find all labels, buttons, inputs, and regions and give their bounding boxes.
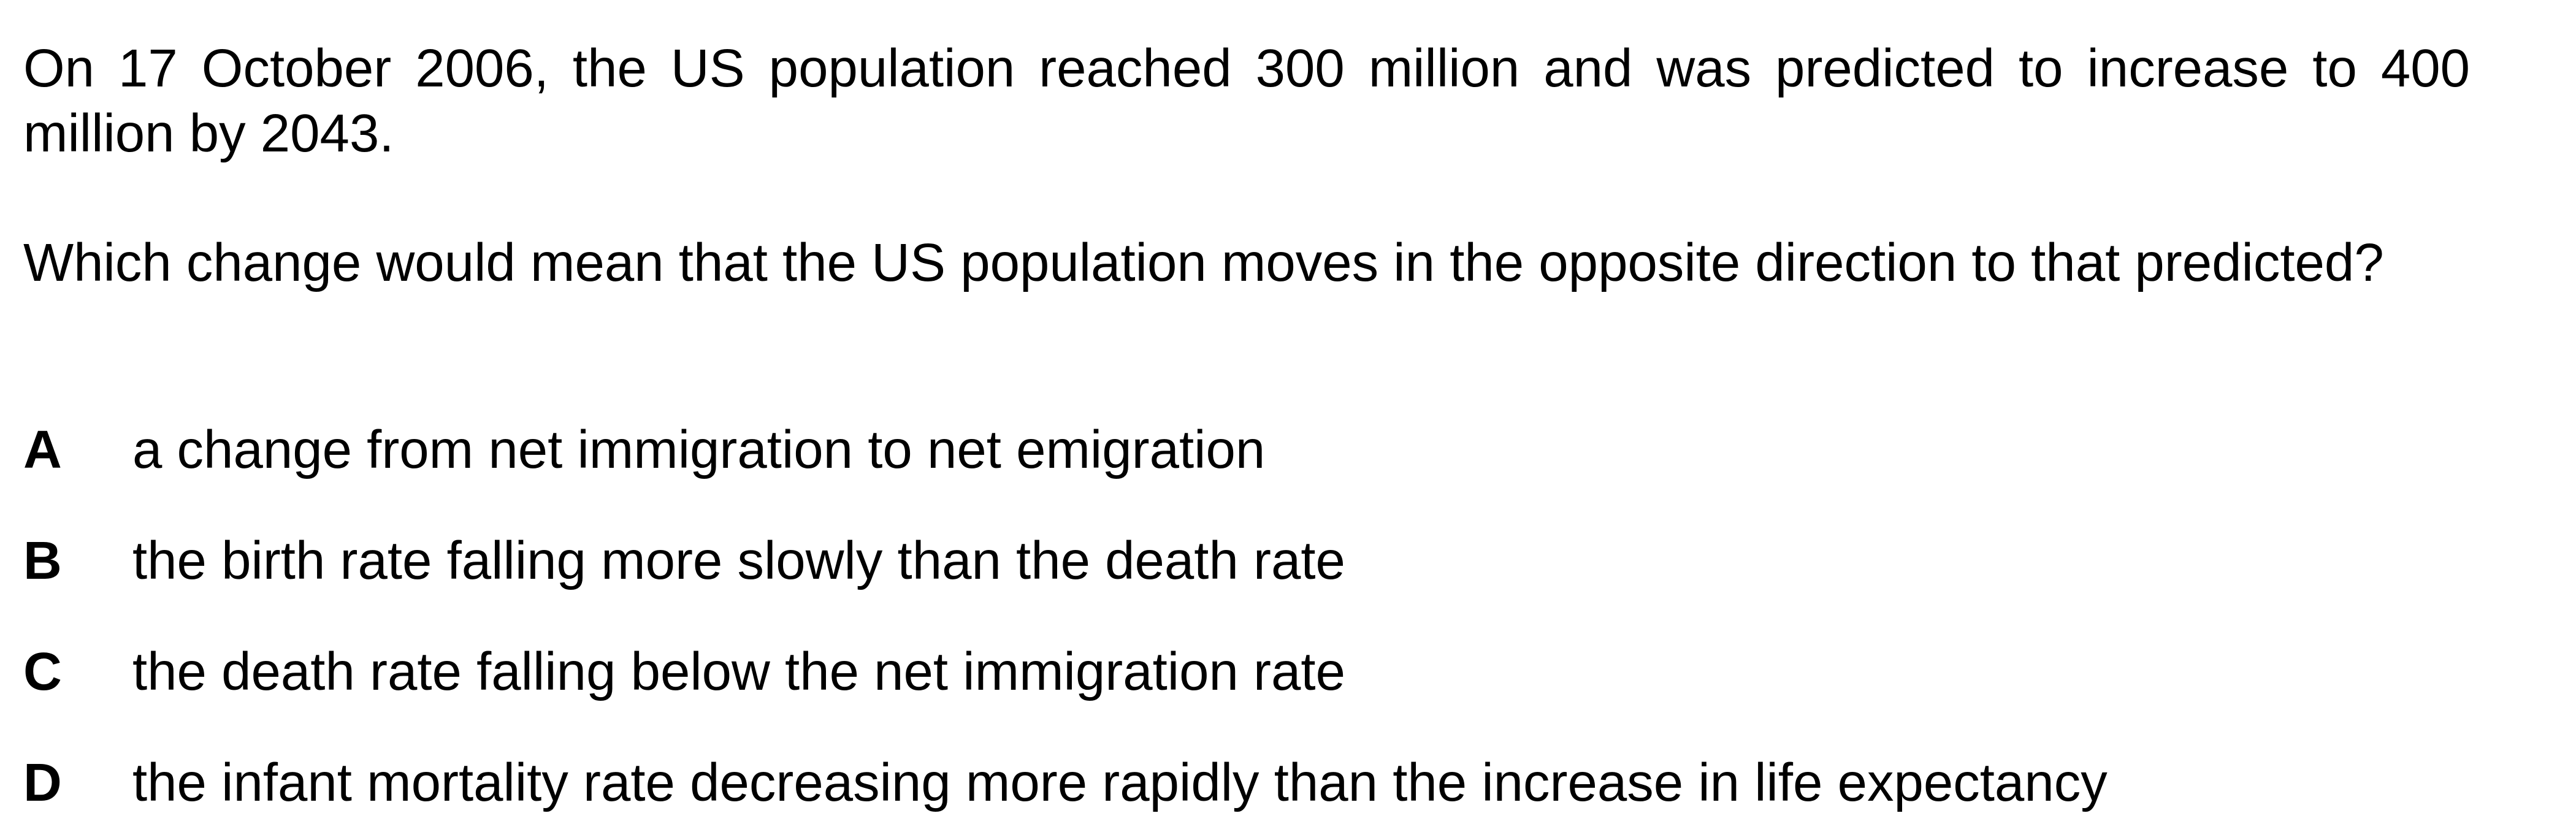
option-a-letter: A xyxy=(23,420,62,479)
option-b-text: the birth rate falling more slowly than … xyxy=(132,531,1345,590)
option-a-text: a change from net immigration to net emi… xyxy=(132,420,1266,479)
option-d-letter: D xyxy=(23,753,62,812)
question-prompt: Which change would mean that the US popu… xyxy=(23,233,2384,292)
option-d-text: the infant mortality rate decreasing mor… xyxy=(132,753,2108,812)
question-intro: On 17 October 2006, the US population re… xyxy=(23,39,2470,163)
option-c-text: the death rate falling below the net imm… xyxy=(132,642,1345,701)
option-b-letter: B xyxy=(23,531,62,590)
option-c-letter: C xyxy=(23,642,62,701)
